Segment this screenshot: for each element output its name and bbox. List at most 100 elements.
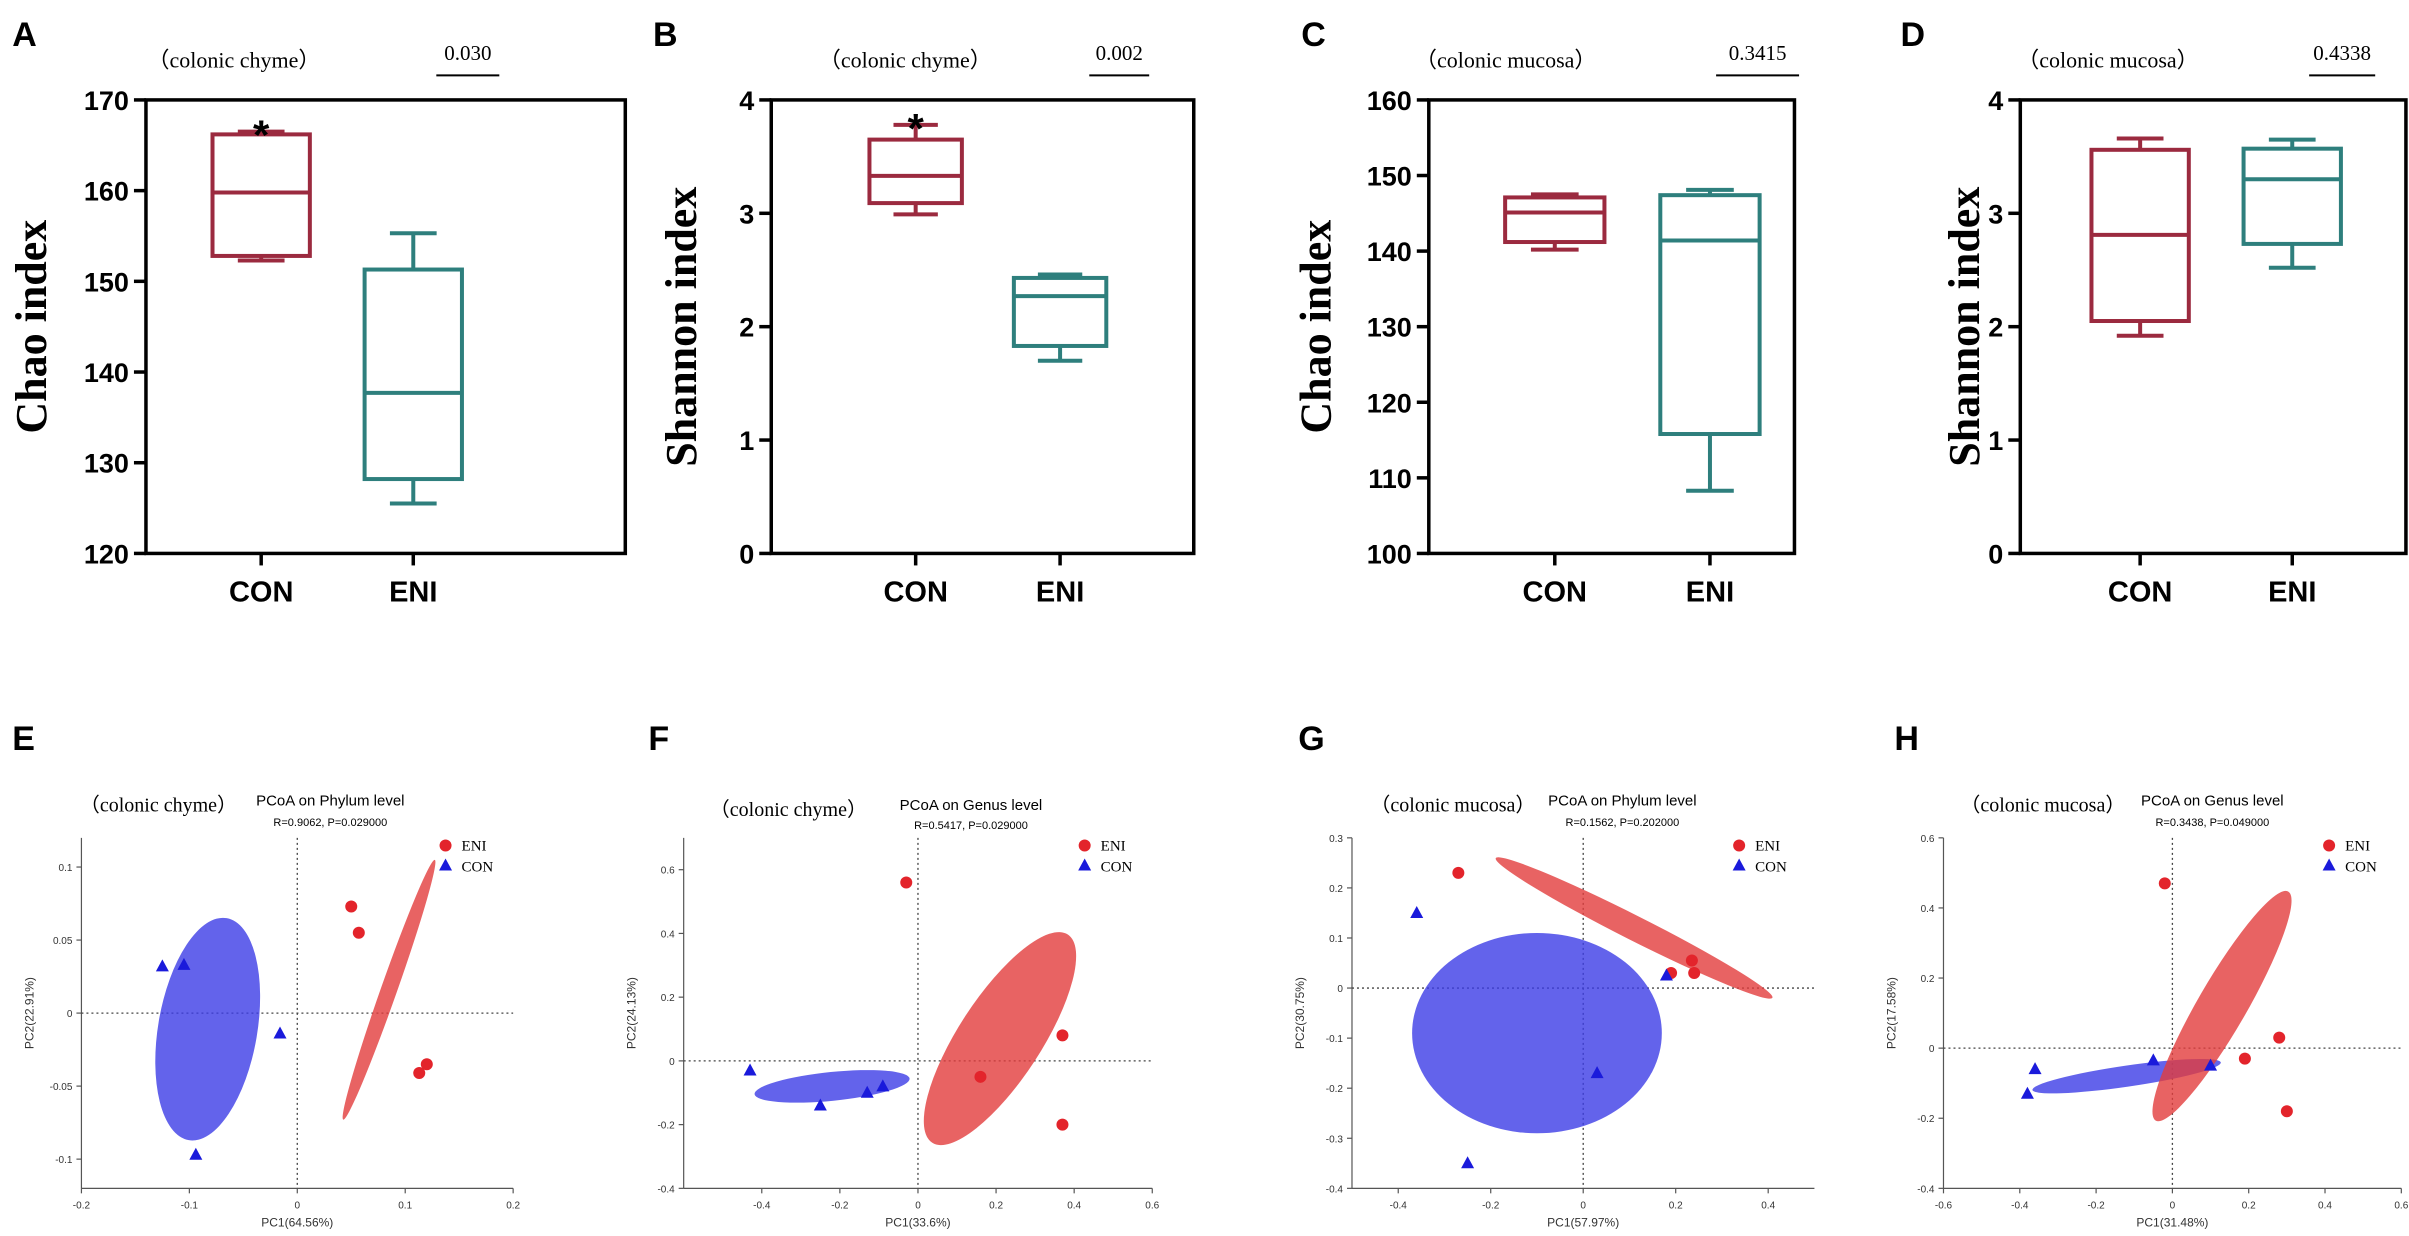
- box-panel-C: C （colonic mucosa） 0.3415 Chao index 100 110 1…: [1291, 16, 1800, 608]
- legend-label-CON: CON: [462, 860, 494, 876]
- x-tick-label: ENI: [389, 576, 437, 608]
- x-tick-label: 0: [295, 1200, 301, 1211]
- x-tick-label: 0.4: [2318, 1200, 2332, 1211]
- confidence-ellipse-ENI: [1495, 857, 1773, 999]
- panel-label: B: [653, 16, 678, 54]
- panel-title: PCoA on Phylum level: [1548, 793, 1696, 810]
- panel-stats: R=0.1562, P=0.202000: [1566, 817, 1680, 829]
- y-tick-label: -0.05: [50, 1082, 73, 1093]
- legend-marker-ENI: [2323, 839, 2336, 852]
- box-iqr: [1011, 275, 1109, 348]
- x-tick-label: 0.6: [2394, 1200, 2408, 1211]
- y-tick-label: 160: [84, 177, 129, 207]
- panel-subtitle: （colonic chyme）: [147, 48, 320, 73]
- legend-label-ENI: ENI: [462, 839, 487, 855]
- x-tick-label: ENI: [2268, 576, 2316, 608]
- y-axis-label: Chao index: [1291, 220, 1340, 434]
- x-tick-label: CON: [229, 576, 293, 608]
- point-CON: [743, 1063, 757, 1076]
- confidence-ellipse-CON: [754, 1070, 910, 1103]
- y-tick-label: 4: [1988, 86, 2003, 116]
- legend-label-CON: CON: [1101, 860, 1133, 876]
- legend-marker-CON: [2322, 858, 2336, 871]
- x-tick-label: 0: [1580, 1200, 1586, 1211]
- x-tick-label: 0.2: [506, 1200, 520, 1211]
- panel-label: E: [12, 720, 35, 758]
- panel-label: F: [648, 720, 669, 758]
- point-ENI: [1056, 1118, 1069, 1131]
- confidence-ellipse-CON: [155, 917, 261, 1141]
- point-ENI: [420, 1058, 433, 1071]
- y-tick-label: 0.2: [1329, 884, 1343, 895]
- x-tick-label: -0.2: [73, 1200, 91, 1211]
- x-tick-label: -0.2: [1482, 1200, 1500, 1211]
- x-tick-label: 0.6: [1145, 1200, 1159, 1211]
- panel-subtitle: （colonic mucosa）: [1370, 794, 1535, 817]
- point-ENI: [974, 1070, 987, 1083]
- box-iqr: [1503, 195, 1607, 245]
- box-panel-B: B （colonic chyme） 0.002 Shannon index 0 1 2 3 4 *…: [653, 16, 1196, 608]
- x-axis-label: PC1(31.48%): [2136, 1215, 2208, 1229]
- y-tick-label: 160: [1367, 86, 1412, 116]
- box-ENI: [1658, 187, 1762, 493]
- y-tick-label: 0.2: [1921, 974, 1935, 985]
- y-tick-label: 0: [1929, 1044, 1935, 1055]
- box-ENI: [1011, 272, 1109, 363]
- y-tick-label: -0.2: [1917, 1114, 1935, 1125]
- box-ENI: [362, 231, 464, 506]
- point-ENI: [2273, 1031, 2286, 1044]
- pcoa-panel-G: G （colonic mucosa） PCoA on Phylum level R=0…: [1293, 720, 1815, 1229]
- x-tick-label: -0.1: [181, 1200, 199, 1211]
- x-tick-label: 0.4: [1067, 1200, 1081, 1211]
- y-tick-label: 120: [1367, 388, 1412, 418]
- point-ENI: [1685, 954, 1698, 967]
- box-CON: *: [867, 105, 964, 217]
- panel-subtitle: （colonic mucosa）: [2017, 48, 2198, 73]
- y-tick-label: -0.2: [1326, 1084, 1344, 1095]
- legend-marker-ENI: [1078, 839, 1091, 852]
- x-axis-label: PC1(64.56%): [261, 1215, 333, 1229]
- panel-subtitle: （colonic mucosa）: [1960, 794, 2125, 817]
- x-axis-label: PC1(33.6%): [885, 1215, 950, 1229]
- y-tick-label: 0.1: [1329, 934, 1343, 945]
- box-panel-A: A （colonic chyme） 0.030 Chao index 120 130 140…: [7, 16, 628, 608]
- box-iqr: [1658, 193, 1762, 437]
- legend-label-ENI: ENI: [1755, 839, 1780, 855]
- y-tick-label: 0.4: [1921, 904, 1935, 915]
- panel-label: C: [1301, 16, 1326, 54]
- x-tick-label: ENI: [1036, 576, 1084, 608]
- x-tick-label: -0.2: [2087, 1200, 2105, 1211]
- significance-star: *: [253, 112, 270, 159]
- y-axis-label: PC2(22.91%): [22, 977, 36, 1049]
- point-ENI: [352, 926, 365, 939]
- pcoa-panel-E: E （colonic chyme） PCoA on Phylum level R=0.…: [12, 720, 520, 1229]
- y-tick-label: 150: [84, 267, 129, 297]
- box-CON: *: [210, 112, 312, 263]
- x-tick-label: 0.2: [2242, 1200, 2256, 1211]
- axes-frame: [769, 98, 1196, 556]
- panel-subtitle: （colonic chyme）: [819, 48, 992, 73]
- x-tick-label: CON: [883, 576, 947, 608]
- legend-label-CON: CON: [1755, 860, 1787, 876]
- point-CON: [860, 1085, 874, 1098]
- y-tick-label: 170: [84, 86, 129, 116]
- y-tick-label: -0.2: [657, 1121, 675, 1132]
- box-panel-D: D （colonic mucosa） 0.4338 Shannon index 0 1 2 3…: [1900, 16, 2408, 608]
- y-tick-label: 110: [1368, 464, 1412, 494]
- x-tick-label: 0: [2170, 1200, 2176, 1211]
- y-tick-label: 2: [1988, 313, 2003, 343]
- point-CON: [2020, 1086, 2034, 1099]
- x-axis-label: PC1(57.97%): [1547, 1215, 1619, 1229]
- point-CON: [813, 1098, 827, 1111]
- y-tick-label: 0: [1337, 984, 1343, 995]
- point-CON: [876, 1079, 890, 1092]
- confidence-ellipse-ENI: [342, 859, 436, 1120]
- y-tick-label: 0: [669, 1057, 675, 1068]
- point-ENI: [2238, 1052, 2251, 1065]
- y-tick-label: 3: [739, 199, 754, 229]
- y-tick-label: 100: [1367, 539, 1412, 569]
- point-CON: [177, 957, 191, 970]
- y-tick-label: 2: [739, 313, 754, 343]
- y-tick-label: 0.4: [661, 929, 675, 940]
